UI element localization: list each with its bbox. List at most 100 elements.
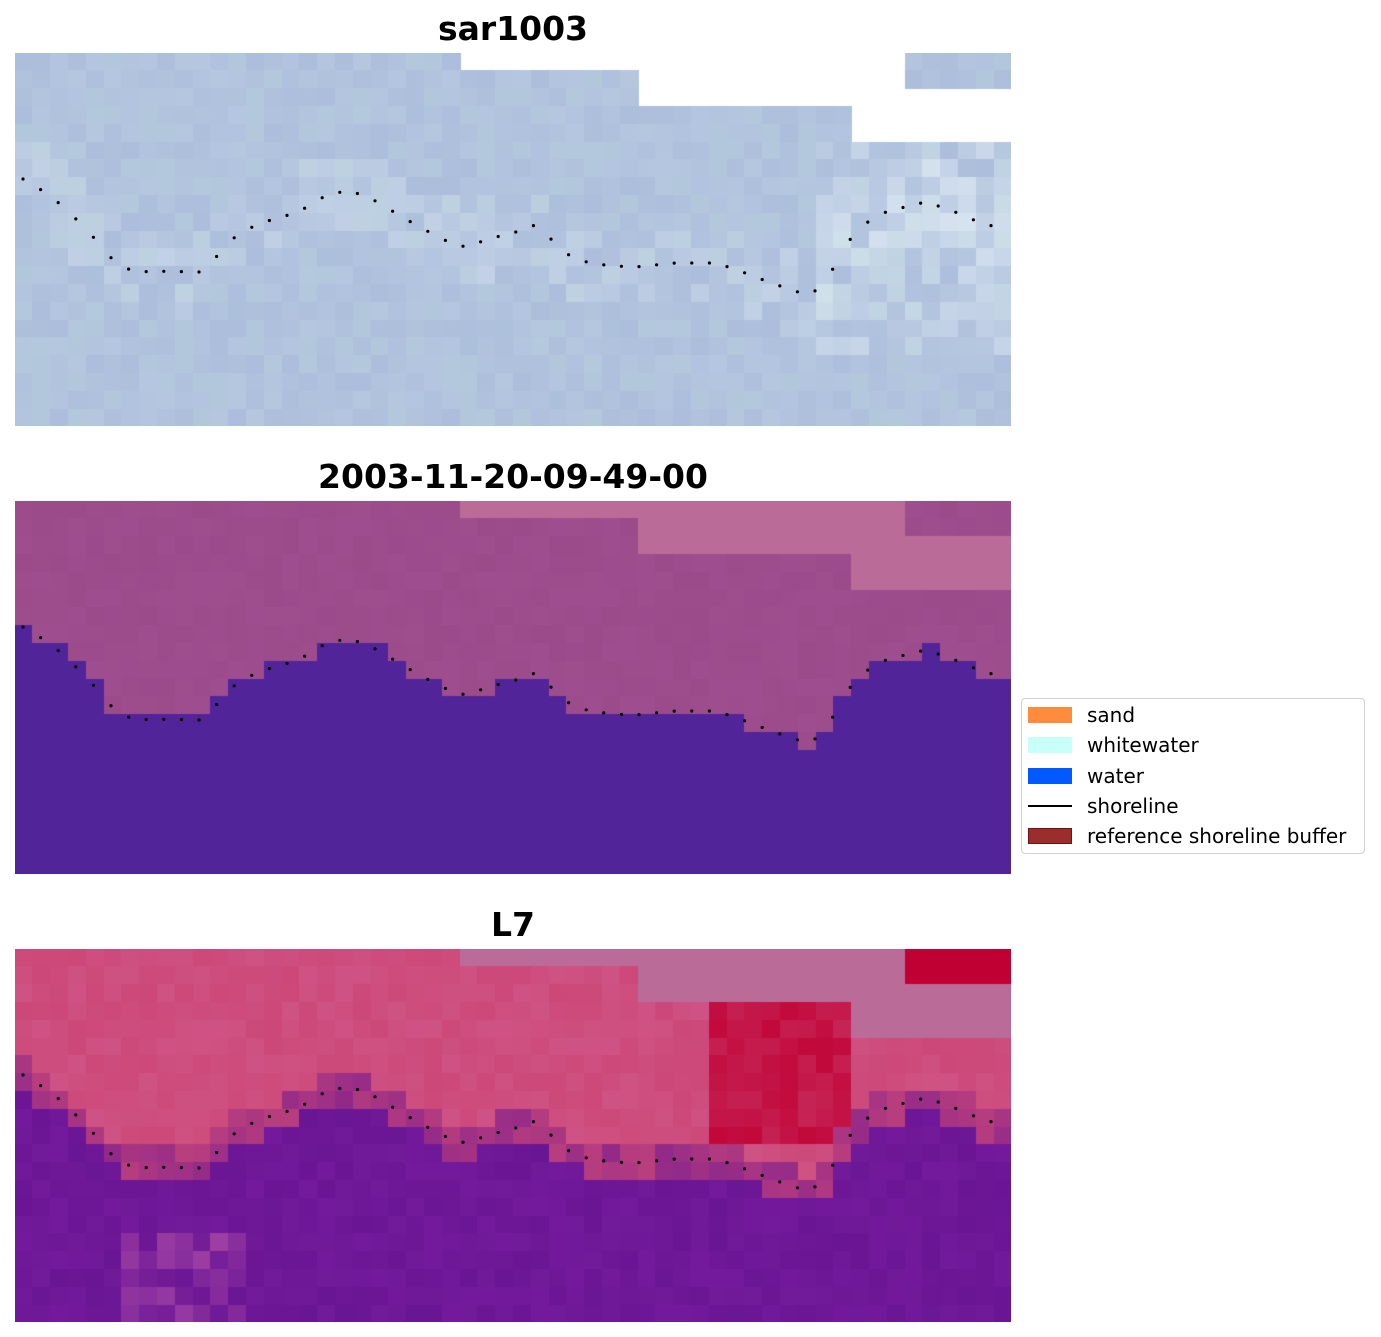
- sand-swatch: [1028, 707, 1072, 723]
- shoreline-point: [496, 1130, 500, 1135]
- shoreline-point: [549, 237, 553, 241]
- shoreline-point: [373, 1095, 377, 1099]
- shoreline-point: [127, 1163, 131, 1167]
- shoreline-point: [619, 264, 624, 268]
- shoreline-point: [197, 718, 201, 722]
- shoreline-point: [91, 235, 95, 239]
- shoreline-point: [707, 709, 712, 713]
- shoreline-point: [655, 711, 659, 715]
- shoreline-point: [250, 673, 254, 677]
- shoreline-point: [567, 701, 571, 705]
- shoreline-point: [250, 225, 254, 229]
- shoreline-point: [690, 1157, 694, 1161]
- shoreline-point: [426, 677, 430, 681]
- shoreline-point: [56, 201, 60, 205]
- shoreline-point: [91, 1131, 95, 1135]
- shoreline-point: [391, 209, 395, 213]
- shoreline-point: [39, 636, 43, 640]
- shoreline-point: [989, 672, 993, 676]
- shoreline-point: [127, 267, 131, 271]
- shoreline-point: [338, 638, 342, 642]
- shoreline-point: [21, 1073, 25, 1077]
- shoreline-point: [426, 1125, 430, 1129]
- shoreline-point: [584, 1156, 588, 1160]
- shoreline-point: [637, 713, 641, 717]
- legend-label: sand: [1087, 703, 1136, 727]
- shoreline-point: [901, 1101, 905, 1106]
- shoreline-point: [549, 1133, 553, 1137]
- shoreline-point: [215, 254, 219, 259]
- shoreline-point: [725, 713, 729, 717]
- shoreline-point: [531, 1120, 536, 1124]
- shoreline-point: [338, 1086, 342, 1090]
- shoreline-point: [619, 1160, 624, 1164]
- shoreline-point: [39, 1084, 43, 1088]
- shoreline-point: [848, 1133, 852, 1137]
- shoreline-point: [232, 236, 236, 240]
- shoreline-point: [848, 685, 852, 689]
- shoreline-point: [690, 709, 694, 713]
- shoreline-point: [936, 204, 940, 208]
- shoreline-point: [408, 668, 412, 672]
- shoreline-point: [303, 654, 307, 658]
- shoreline-point: [179, 270, 183, 274]
- buffer-swatch: [1028, 828, 1072, 844]
- panel-classification-image: [15, 501, 1011, 874]
- shoreline-point: [496, 234, 500, 239]
- shoreline-point: [637, 1161, 641, 1165]
- shoreline-point: [127, 715, 131, 719]
- shoreline-point: [989, 1120, 993, 1124]
- shoreline-point: [883, 1106, 888, 1110]
- shoreline-point: [285, 661, 289, 665]
- shoreline-point: [637, 265, 641, 269]
- shoreline-point: [285, 213, 289, 217]
- shoreline-point: [443, 1134, 447, 1138]
- shoreline-point: [602, 263, 606, 267]
- shoreline-point: [567, 1149, 571, 1153]
- whitewater-swatch: [1028, 737, 1072, 753]
- shoreline-point: [232, 1132, 236, 1136]
- shoreline-point: [866, 668, 870, 672]
- shoreline-point: [549, 685, 553, 689]
- shoreline-point: [179, 718, 183, 722]
- shoreline-point: [267, 666, 271, 671]
- shoreline-point: [919, 649, 923, 653]
- shoreline-point: [162, 1165, 166, 1169]
- panel-rgb-image: [15, 53, 1011, 426]
- shoreline-point: [408, 220, 412, 224]
- shoreline-point: [338, 190, 342, 194]
- rgb-satellite-image: [15, 53, 1011, 426]
- shoreline-point: [813, 1185, 817, 1189]
- shoreline-point: [479, 240, 483, 244]
- shoreline-points-overlay: [21, 625, 993, 742]
- shoreline-point: [109, 704, 113, 708]
- shoreline-point: [919, 201, 923, 205]
- shoreline-point: [971, 1114, 976, 1118]
- legend-label: water: [1087, 764, 1144, 788]
- shoreline-point: [355, 639, 359, 644]
- shoreline-point: [707, 261, 712, 265]
- shoreline-point: [109, 1152, 113, 1156]
- shoreline-point: [901, 653, 905, 658]
- shoreline-point: [355, 191, 359, 196]
- legend-item-sand: sand: [1028, 703, 1136, 727]
- title-date: 2003-11-20-09-49-00: [318, 457, 708, 496]
- shoreline-point: [21, 177, 25, 181]
- legend: sand whitewater water shoreline referenc…: [1021, 698, 1365, 854]
- shoreline-point: [74, 665, 78, 669]
- shoreline-point: [725, 265, 729, 269]
- shoreline-point: [74, 217, 78, 221]
- shoreline-point: [443, 686, 447, 690]
- shoreline-point: [479, 688, 483, 692]
- shoreline-point: [285, 1109, 289, 1113]
- shoreline-point: [391, 1105, 395, 1109]
- index-image: [15, 949, 1011, 1322]
- shoreline-point: [831, 267, 835, 271]
- shoreline-point: [197, 270, 201, 274]
- shoreline-point: [760, 725, 764, 730]
- shoreline-point: [56, 649, 60, 653]
- shoreline-point: [954, 210, 958, 214]
- shoreline-point: [584, 260, 588, 264]
- shoreline-point: [39, 188, 43, 192]
- shoreline-point: [795, 1186, 800, 1190]
